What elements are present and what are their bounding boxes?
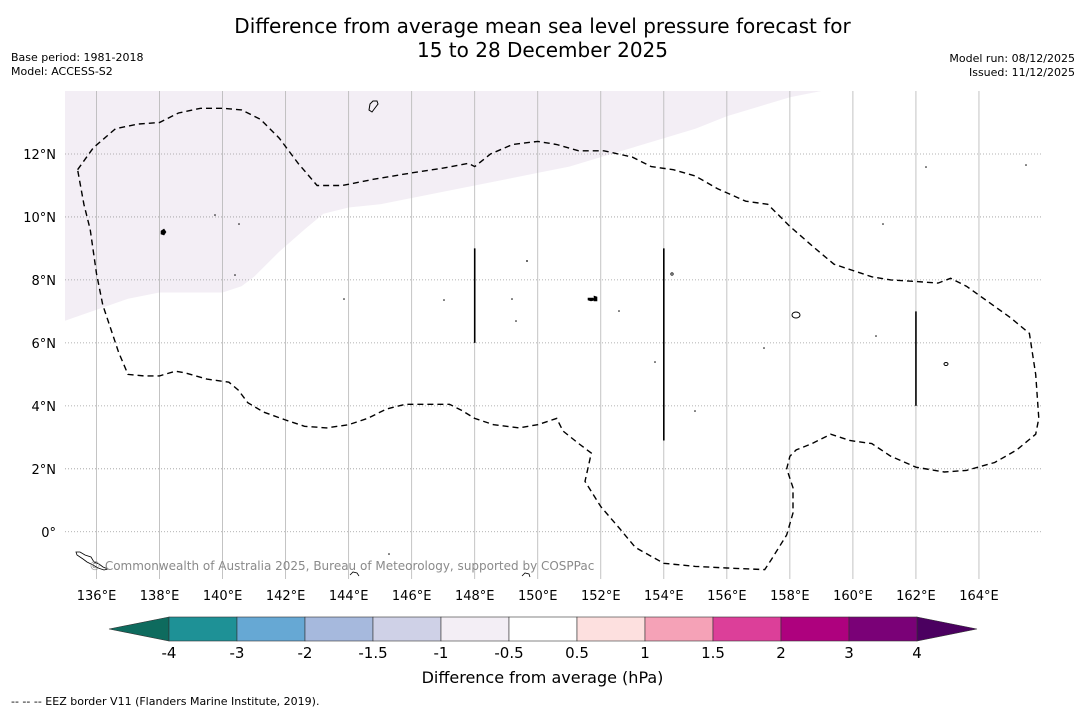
island xyxy=(618,310,620,312)
colorbar-tick-label: -0.5 xyxy=(494,644,523,662)
longitude-tick-label: 146°E xyxy=(392,589,432,604)
longitude-tick-label: 164°E xyxy=(959,589,999,604)
island xyxy=(882,223,884,225)
colorbar-under-arrow xyxy=(108,616,170,642)
latitude-tick-label: 2°N xyxy=(32,463,57,478)
title-line-1: Difference from average mean sea level p… xyxy=(234,14,851,38)
issued-date: Issued: 11/12/2025 xyxy=(968,66,1075,79)
colorbar-tick-label: -4 xyxy=(162,644,177,662)
meta-right: Model run: 08/12/2025 Issued: 11/12/2025 xyxy=(949,52,1075,80)
longitude-tick-label: 162°E xyxy=(896,589,936,604)
title-line-2: 15 to 28 December 2025 xyxy=(416,38,668,62)
island xyxy=(593,295,598,302)
colorbar-segment xyxy=(372,616,442,642)
island xyxy=(75,551,110,571)
longitude-tick-label: 152°E xyxy=(581,589,621,604)
colorbar-segment xyxy=(848,616,918,642)
island xyxy=(694,410,696,412)
eez-legend-note: -- -- -- EEZ border V11 (Flanders Marine… xyxy=(11,695,320,708)
colorbar-tick-label: 1 xyxy=(640,644,650,662)
island xyxy=(521,572,531,578)
longitude-tick-label: 154°E xyxy=(644,589,684,604)
meridian-markers xyxy=(473,248,917,441)
island xyxy=(654,361,656,363)
island xyxy=(160,228,167,236)
island xyxy=(526,260,528,262)
longitude-tick-label: 148°E xyxy=(455,589,495,604)
colorbar-segment xyxy=(440,616,510,642)
latitude-tick-labels: 0° 2°N 4°N 6°N 8°N 10°N 12°N xyxy=(23,148,56,541)
copyright-notice: © Commonwealth of Australia 2025, Bureau… xyxy=(89,559,594,573)
colorbar-tick-label: 3 xyxy=(844,644,854,662)
longitude-tick-label: 140°E xyxy=(203,589,243,604)
island xyxy=(943,362,949,366)
colorbar-segment xyxy=(644,616,714,642)
island xyxy=(349,571,360,577)
latitude-tick-label: 6°N xyxy=(32,337,57,352)
island xyxy=(875,335,877,337)
longitude-tick-label: 160°E xyxy=(833,589,873,604)
model-run: Model run: 08/12/2025 xyxy=(949,52,1075,65)
longitude-tick-label: 158°E xyxy=(770,589,810,604)
colorbar xyxy=(108,616,978,642)
colorbar-label: Difference from average (hPa) xyxy=(421,668,664,687)
island xyxy=(670,272,674,276)
island xyxy=(388,553,390,555)
longitude-tick-labels: 136°E 138°E 140°E 142°E 144°E 146°E 148°E 150°E… xyxy=(77,589,999,604)
latitude-tick-label: 0° xyxy=(41,526,56,541)
island xyxy=(763,347,765,349)
island xyxy=(587,297,596,302)
colorbar-tick-label: -1 xyxy=(434,644,449,662)
colorbar-tick-label: 1.5 xyxy=(701,644,725,662)
colorbar-segment xyxy=(304,616,374,642)
colorbar-segment xyxy=(712,616,782,642)
island xyxy=(515,320,517,322)
base-period: Base period: 1981-2018 xyxy=(11,51,144,64)
meta-left: Base period: 1981-2018 Model: ACCESS-S2 xyxy=(11,51,143,79)
colorbar-tick-label: -3 xyxy=(230,644,245,662)
colorbar-tick-label: -2 xyxy=(298,644,313,662)
eez-border xyxy=(76,107,1040,571)
colorbar-segment xyxy=(508,616,578,642)
island xyxy=(791,311,801,319)
longitude-tick-label: 138°E xyxy=(140,589,180,604)
island xyxy=(443,299,445,301)
colorbar-tick-label: 2 xyxy=(776,644,786,662)
colorbar-segment xyxy=(236,616,306,642)
island xyxy=(368,100,379,113)
colorbar-tick-label: 0.5 xyxy=(565,644,589,662)
island xyxy=(343,298,345,300)
colorbar-segment xyxy=(168,616,238,642)
island xyxy=(238,223,240,225)
longitude-tick-label: 136°E xyxy=(77,589,117,604)
island xyxy=(511,298,513,300)
anomaly-region-below-average xyxy=(65,91,822,321)
latitude-tick-label: 8°N xyxy=(32,274,57,289)
colorbar-segment xyxy=(780,616,850,642)
islands xyxy=(75,100,1027,578)
colorbar-over-arrow xyxy=(916,616,978,642)
latitude-tick-label: 10°N xyxy=(23,211,56,226)
chart-title: Difference from average mean sea level p… xyxy=(0,14,1085,62)
colorbar-tick-label: 4 xyxy=(912,644,922,662)
island xyxy=(214,214,216,216)
longitude-tick-label: 150°E xyxy=(518,589,558,604)
colorbar-segment xyxy=(576,616,646,642)
longitude-tick-label: 142°E xyxy=(266,589,306,604)
model-name: Model: ACCESS-S2 xyxy=(11,65,113,78)
island xyxy=(234,274,236,276)
island xyxy=(1025,164,1027,166)
colorbar-tick-labels: -4 -3 -2 -1.5 -1 -0.5 0.5 1 1.5 2 3 4 xyxy=(162,644,922,662)
latitude-tick-label: 4°N xyxy=(32,400,57,415)
island xyxy=(925,166,927,168)
longitude-tick-label: 156°E xyxy=(707,589,747,604)
latitude-tick-label: 12°N xyxy=(23,148,56,163)
longitude-tick-label: 144°E xyxy=(329,589,369,604)
colorbar-tick-label: -1.5 xyxy=(358,644,387,662)
